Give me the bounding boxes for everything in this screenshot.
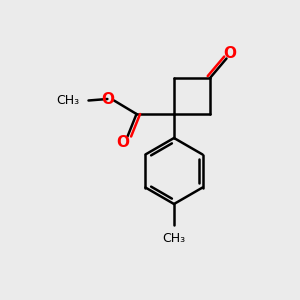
Text: O: O: [224, 46, 237, 62]
Text: CH₃: CH₃: [162, 232, 186, 245]
Text: CH₃: CH₃: [56, 94, 80, 107]
Text: O: O: [101, 92, 114, 106]
Text: O: O: [116, 135, 130, 150]
